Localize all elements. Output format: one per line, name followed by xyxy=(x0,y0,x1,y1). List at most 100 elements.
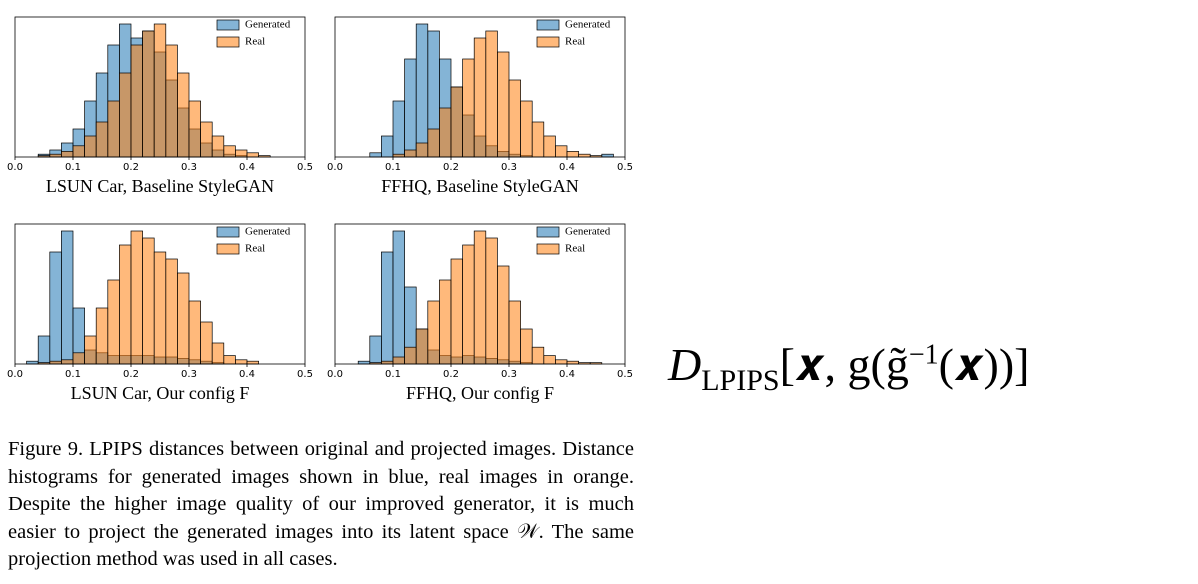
histogram-bar xyxy=(177,272,190,365)
legend-swatch xyxy=(536,19,560,31)
legend-swatch xyxy=(216,36,240,48)
axes-frame xyxy=(14,223,306,365)
x-tick-label: 0.1 xyxy=(385,369,401,380)
x-tick-label: 0.2 xyxy=(123,369,139,380)
histogram-bar xyxy=(427,128,440,158)
x-tick-label: 0.0 xyxy=(7,162,23,173)
caption: Figure 9. LPIPS distances between origin… xyxy=(8,438,634,570)
x-tick-label: 0.2 xyxy=(443,369,459,380)
x-tick-label: 0.4 xyxy=(239,162,255,173)
histogram-bar xyxy=(72,352,85,365)
histogram-bar xyxy=(49,360,62,365)
x-tick-label: 0.2 xyxy=(443,162,459,173)
legend-swatch xyxy=(216,226,240,238)
histogram-bar xyxy=(95,121,109,158)
histogram-bar xyxy=(392,230,405,365)
histogram-bar xyxy=(439,279,452,365)
histogram-bar xyxy=(95,307,109,365)
histogram-bar xyxy=(404,58,417,158)
x-tick-label: 0.5 xyxy=(297,162,313,173)
legend-swatch xyxy=(536,243,560,255)
histogram-bar xyxy=(392,356,405,365)
histogram-bar xyxy=(508,79,521,158)
axes-frame xyxy=(334,223,626,365)
histogram-bar xyxy=(165,44,178,158)
formula-tail: (𝒙))] xyxy=(938,339,1030,390)
histogram-bar xyxy=(142,237,155,365)
histogram-bar xyxy=(49,153,62,158)
histogram-bar xyxy=(473,230,487,365)
x-tick-label: 0.3 xyxy=(501,369,517,380)
histogram-bar xyxy=(508,300,521,365)
histogram-bar xyxy=(84,135,97,158)
x-tick-label: 0.5 xyxy=(297,369,313,380)
legend-swatch xyxy=(216,243,240,255)
histogram-bar xyxy=(211,342,225,365)
histogram-bar xyxy=(130,230,143,365)
x-tick-label: 0.3 xyxy=(181,162,197,173)
histogram-bar xyxy=(211,135,225,158)
histogram-bar xyxy=(531,346,545,365)
histogram-bar xyxy=(520,328,533,365)
legend-swatch xyxy=(536,226,560,238)
histogram-bar xyxy=(246,360,259,365)
histogram-bar xyxy=(357,360,371,365)
x-tick-label: 0.1 xyxy=(65,369,81,380)
histogram-bar xyxy=(61,151,74,158)
histogram-bar xyxy=(188,300,201,365)
histogram-bar xyxy=(130,44,143,158)
histogram-bar xyxy=(381,360,394,365)
histogram-bar xyxy=(107,279,120,365)
histogram-bar xyxy=(473,37,487,158)
histogram-bar xyxy=(49,251,62,365)
x-tick-label: 0.1 xyxy=(65,162,81,173)
x-tick-label: 0.0 xyxy=(7,369,23,380)
histogram-bar xyxy=(200,321,213,365)
histogram-bar xyxy=(450,86,463,158)
legend-label: Real xyxy=(565,243,585,255)
histogram-bar xyxy=(555,145,568,158)
formula: DLPIPS[𝒙, g(g̃−1(𝒙))] xyxy=(668,338,1029,398)
histogram-bar xyxy=(369,152,382,158)
histogram-bar xyxy=(142,30,155,158)
histogram-bar xyxy=(415,23,429,158)
histogram-bar xyxy=(427,300,440,365)
histogram-bar xyxy=(462,244,475,365)
histogram-bar xyxy=(531,121,545,158)
histogram-bar xyxy=(439,107,452,158)
histogram-bar xyxy=(188,100,201,158)
formula-subscript: LPIPS xyxy=(701,364,780,398)
histogram-bar xyxy=(404,346,417,365)
histogram-bar xyxy=(61,359,74,365)
histogram-bar xyxy=(392,153,405,158)
legend-swatch xyxy=(216,19,240,31)
x-tick-label: 0.1 xyxy=(385,162,401,173)
formula-base: D xyxy=(668,339,702,390)
legend-label: Real xyxy=(565,36,585,48)
histogram-bar xyxy=(153,251,167,365)
chart-title: FFHQ, Baseline StyleGAN xyxy=(381,176,579,196)
histogram-bar xyxy=(555,359,568,365)
histogram-bar xyxy=(415,142,429,158)
chart-title: LSUN Car, Baseline StyleGAN xyxy=(46,176,274,196)
histogram-bar xyxy=(462,58,475,158)
histogram-bar xyxy=(37,335,51,365)
histogram-bar xyxy=(369,335,382,365)
chart-title: FFHQ, Our config F xyxy=(406,383,554,403)
histogram-bar xyxy=(566,151,579,158)
axes-frame xyxy=(334,16,626,158)
x-tick-label: 0.5 xyxy=(617,162,633,173)
histogram-bar xyxy=(200,121,213,158)
histogram-bar xyxy=(392,100,405,158)
formula-superscript: −1 xyxy=(908,339,939,371)
histogram-bar xyxy=(497,51,510,158)
x-tick-label: 0.4 xyxy=(239,369,255,380)
histogram-bar xyxy=(165,258,178,365)
histogram-bar xyxy=(223,355,236,365)
formula-body: [𝒙, g(g̃ xyxy=(779,339,909,390)
x-tick-label: 0.0 xyxy=(327,162,343,173)
histogram-bar xyxy=(84,335,97,365)
histogram-bar xyxy=(578,153,591,158)
histogram-bar xyxy=(566,360,579,365)
